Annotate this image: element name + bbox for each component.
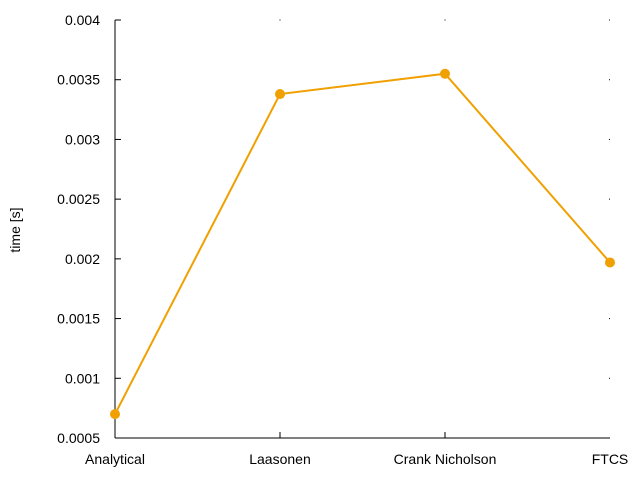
x-tick-label: FTCS bbox=[592, 451, 629, 467]
y-tick-dot bbox=[609, 19, 610, 21]
x-tick-label: Laasonen bbox=[249, 451, 311, 467]
x-tick-dot bbox=[444, 19, 446, 21]
y-tick-dot bbox=[609, 198, 610, 200]
y-tick-dot bbox=[609, 318, 610, 320]
x-tick-dot bbox=[279, 19, 281, 21]
y-tick-label: 0.0025 bbox=[57, 191, 100, 207]
y-tick-dot bbox=[609, 138, 610, 140]
y-tick-dot bbox=[609, 377, 610, 379]
y-axis-label: time [s] bbox=[7, 207, 23, 252]
data-point bbox=[440, 68, 450, 79]
x-tick-label: Analytical bbox=[85, 451, 145, 467]
y-tick-label: 0.003 bbox=[65, 131, 100, 147]
y-tick-label: 0.0005 bbox=[57, 430, 100, 446]
data-point bbox=[110, 409, 120, 420]
y-axis-ticks: 0.0005 0.001 0.0015 0.002 0.0025 0.003 0.0035 0… bbox=[57, 12, 610, 446]
y-tick-label: 0.004 bbox=[65, 12, 100, 28]
axes bbox=[114, 20, 610, 439]
x-axis-ticks: Analytical Laasonen Crank Nicholson FTCS bbox=[85, 19, 629, 467]
y-tick-label: 0.001 bbox=[65, 370, 100, 386]
series-group bbox=[110, 68, 615, 420]
data-point bbox=[275, 89, 285, 100]
series-line bbox=[114, 72, 611, 415]
data-point bbox=[605, 257, 615, 268]
y-tick-label: 0.0035 bbox=[57, 72, 100, 88]
y-tick-dot bbox=[609, 79, 610, 81]
x-tick-label: Crank Nicholson bbox=[394, 451, 497, 467]
y-tick-label: 0.0015 bbox=[57, 311, 100, 327]
y-tick-label: 0.002 bbox=[65, 251, 100, 267]
